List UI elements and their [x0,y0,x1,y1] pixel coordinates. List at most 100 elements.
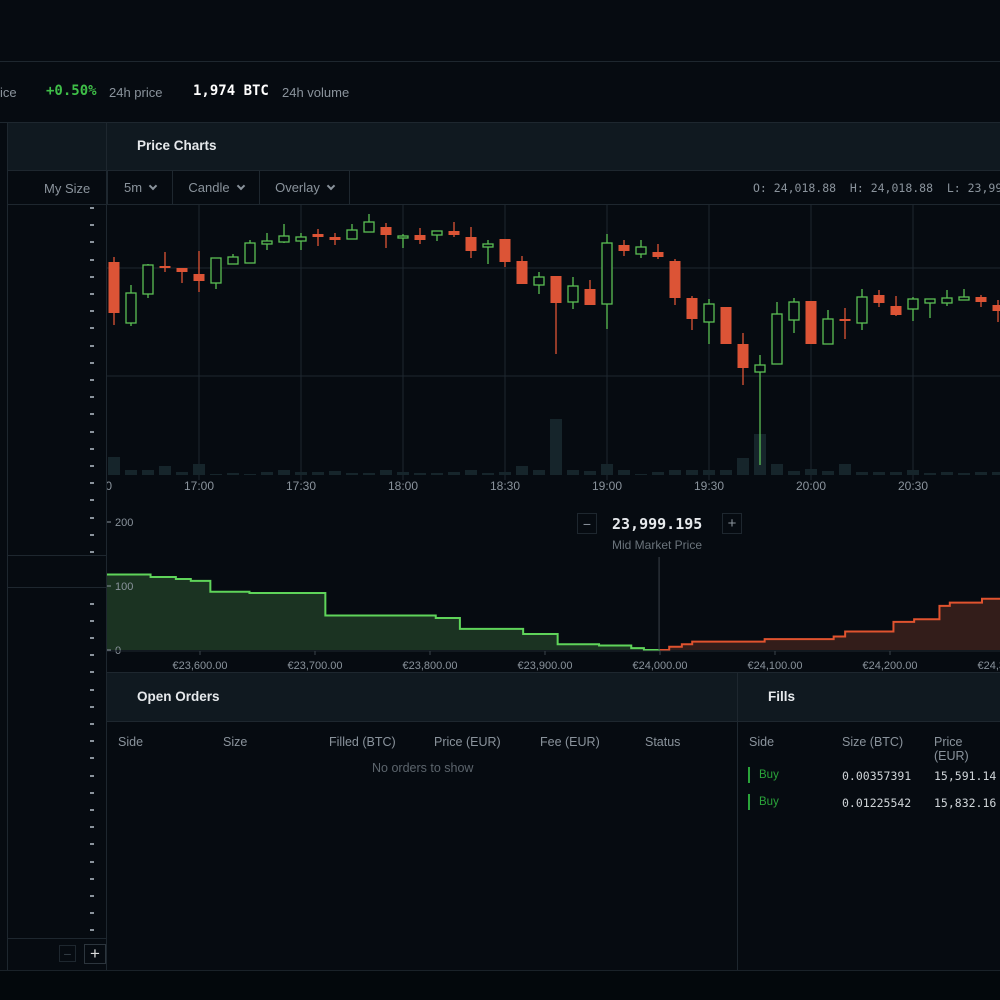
footer [0,971,1000,1000]
candle-body-up [754,364,766,373]
candle-body-up [397,235,409,239]
candle-body-down [720,307,732,344]
volume-bar [941,472,953,475]
candle-body-down [975,297,987,302]
candle-body-up [924,298,936,304]
stats-bar: ice +0.50% 24h price 1,974 BTC 24h volum… [0,62,1000,122]
my-size-column-header[interactable]: My Size [44,181,91,196]
fill-size: 0.00357391 [842,769,912,783]
orders-header [107,673,1000,721]
bid-depth-line [107,573,660,651]
fill-row[interactable]: Buy 0.00357391 15,591.14 [748,766,1000,786]
candle-body-down [992,305,1000,311]
candle-body-up [244,242,256,264]
time-axis-label: 18:00 [388,479,418,493]
volume-bar [142,470,154,475]
volume-bar [499,472,511,475]
row-tick [90,499,94,502]
candle-body-up [295,236,307,242]
candle-body-down [873,295,885,303]
mid-market-label: Mid Market Price [612,538,703,552]
candle-body-up [210,257,222,284]
price-charts-title: Price Charts [137,138,217,153]
volume-bar [380,470,392,475]
divider [7,122,8,970]
chevron-down-icon [148,181,158,190]
time-axis-label: 19:00 [592,479,622,493]
candle-body-up [431,230,443,236]
candle-body-down [839,319,851,321]
zoom-out-button[interactable]: − [59,945,76,962]
time-axis-label: 20:30 [898,479,928,493]
row-tick [90,705,94,708]
divider [0,122,1000,123]
volume-bar [278,470,290,475]
candle-body-down [329,237,341,240]
zoom-in-button[interactable]: + [84,944,106,964]
row-tick [90,310,94,313]
divider [8,204,1000,205]
volume-bar [958,473,970,475]
volume-bar [482,473,494,475]
row-tick [90,877,94,880]
candle-body-up [567,285,579,303]
fills-header-size: Size (BTC) [842,735,904,749]
row-tick [90,551,94,553]
volume-bar [363,473,375,475]
row-tick [90,207,94,209]
candle-body-up [533,276,545,286]
volume-bar [329,471,341,475]
time-axis-label: 19:30 [694,479,724,493]
row-tick [90,688,94,691]
volume-bar [669,470,681,475]
row-tick [90,654,94,657]
row-tick [90,241,94,244]
row-tick [90,293,94,295]
buy-indicator [748,794,750,810]
volume-bar [686,470,698,475]
price-chart[interactable]: 16:30 17:00 17:30 18:00 18:30 19:00 19:30 20:00… [107,205,1000,672]
candle-body-up [363,221,375,233]
candle-body-up [261,240,273,245]
volume-bar [346,473,358,475]
depth-zoom-in-button[interactable]: + [722,513,742,534]
volume-bar [516,466,528,475]
depth-axis-label: 100 [115,581,133,593]
volume-bar [737,458,749,475]
candle-body-down [176,268,188,272]
row-tick [90,740,94,743]
divider [737,673,738,970]
buy-indicator [748,767,750,783]
candle-body-up [482,243,494,248]
row-tick [90,826,94,829]
row-tick [90,602,94,605]
row-tick [90,860,94,863]
interval-dropdown[interactable]: 5m [107,171,173,204]
ask-depth-line [660,597,1000,651]
candle-body-down [550,276,562,303]
depth-zoom-out-button[interactable]: − [577,513,597,534]
candle-body-down [193,274,205,281]
volume-bar [533,470,545,475]
fill-row[interactable]: Buy 0.01225542 15,832.16 [748,793,1000,813]
price-change: +0.50% [46,83,97,99]
stat-label-fragment: ice [0,85,17,100]
candle-body-down [516,261,528,284]
row-tick [90,757,94,760]
depth-x-label: €24,100.00 [747,660,802,672]
chart-type-dropdown[interactable]: Candle [173,171,260,204]
depth-x-label: €24,200.00 [862,660,917,672]
volume-bar [550,419,562,475]
order-book-header [8,123,107,170]
depth-x-label: €24,000.00 [632,660,687,672]
column-header-side: Side [118,735,144,749]
mid-market-price: 23,999.195 [612,515,703,533]
row-tick [90,723,94,725]
volume-bar [108,457,120,475]
volume-bar [431,473,443,475]
volume-bar [125,470,137,475]
volume-bar [312,472,324,475]
row-tick [90,482,94,485]
overlay-dropdown[interactable]: Overlay [260,171,350,204]
column-header-fee: Fee (EUR) [540,735,600,749]
